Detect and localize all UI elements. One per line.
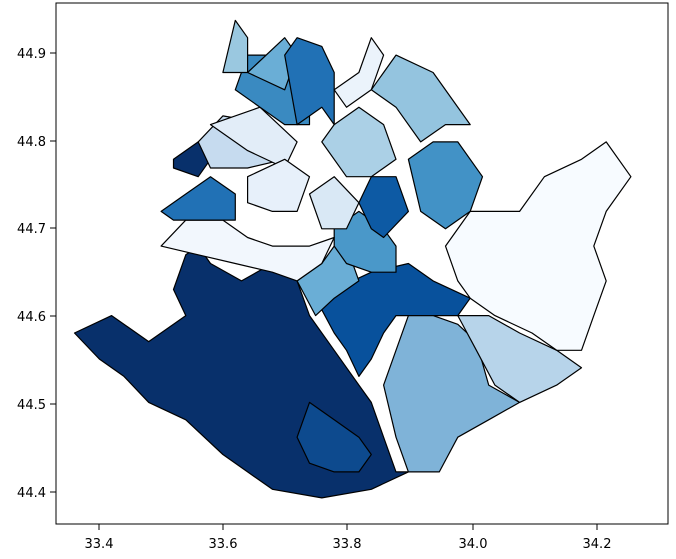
axes-frame [55, 2, 669, 525]
y-tick-label: 44.6 [17, 310, 46, 325]
map-region-center-east [407, 141, 484, 230]
x-tick-label: 33.6 [209, 537, 238, 552]
map-region-south-east [457, 315, 583, 403]
y-axis: 44.4 44.5 44.6 44.7 44.8 44.9 [17, 47, 56, 501]
map-region-east [444, 141, 632, 351]
map-region-north-west [172, 141, 212, 178]
y-tick-label: 44.9 [17, 47, 46, 62]
y-tick-label: 44.7 [17, 222, 46, 237]
map-region-inner-2 [247, 158, 311, 212]
map-region-north-5 [370, 54, 471, 143]
map-region-west-coast [160, 176, 236, 221]
x-axis: 33.4 33.6 33.8 34.0 34.2 [85, 524, 612, 552]
map-region-inner-1 [308, 176, 360, 230]
y-tick-label: 44.5 [17, 398, 46, 413]
map-region-north-west-c [209, 106, 298, 169]
map-region-south-east-mid [383, 315, 521, 473]
y-tick-label: 44.4 [17, 486, 46, 501]
map-regions [73, 19, 632, 499]
x-tick-label: 34.0 [459, 537, 488, 552]
map-region-north-6 [321, 106, 397, 178]
x-tick-label: 34.2 [583, 537, 612, 552]
map-region-north-3 [284, 37, 335, 126]
map-region-north-1 [222, 19, 249, 74]
map-region-south-inset [296, 401, 372, 473]
x-tick-label: 33.8 [333, 537, 362, 552]
x-tick-label: 33.4 [85, 537, 114, 552]
y-tick-label: 44.8 [17, 135, 46, 150]
